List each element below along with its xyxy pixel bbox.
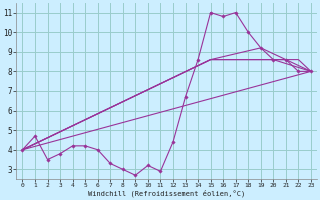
X-axis label: Windchill (Refroidissement éolien,°C): Windchill (Refroidissement éolien,°C) <box>88 190 245 197</box>
